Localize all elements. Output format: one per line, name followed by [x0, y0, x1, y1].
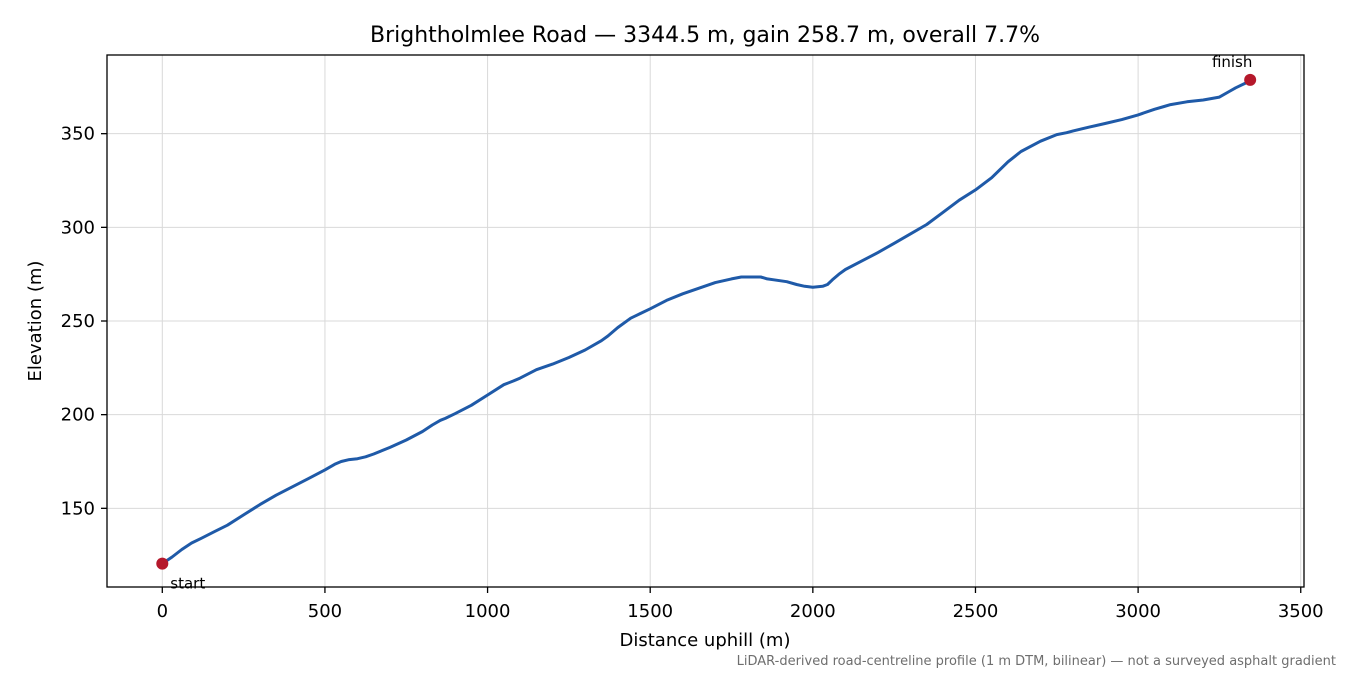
y-tick-label: 350 — [61, 124, 95, 145]
y-axis-label: Elevation (m) — [25, 261, 46, 382]
series-layer — [160, 78, 1252, 566]
x-tick-label: 500 — [308, 601, 342, 622]
grid — [107, 55, 1304, 587]
x-tick-label: 2500 — [953, 601, 999, 622]
y-tick-label: 300 — [61, 217, 95, 238]
elevation-profile-line — [160, 78, 1252, 566]
marker-layer: start finish — [156, 53, 1257, 593]
x-axis-label: Distance uphill (m) — [620, 630, 791, 651]
x-tick-label: 3500 — [1278, 601, 1324, 622]
axis-ticks: 0 500 1000 1500 2000 2500 3000 3500 150 200 250 300… — [61, 124, 1324, 622]
start-marker — [156, 557, 169, 570]
chart-title: Brightholmlee Road — 3344.5 m, gain 258.… — [370, 23, 1040, 48]
footnote: LiDAR-derived road-centreline profile (1… — [737, 654, 1336, 669]
x-tick-label: 1000 — [465, 601, 511, 622]
x-tick-label: 0 — [157, 601, 168, 622]
x-tick-label: 2000 — [790, 601, 836, 622]
finish-marker — [1244, 73, 1257, 86]
x-tick-label: 1500 — [627, 601, 673, 622]
start-label: start — [170, 575, 205, 593]
y-tick-label: 250 — [61, 311, 95, 332]
finish-label: finish — [1212, 53, 1252, 71]
y-tick-label: 150 — [61, 498, 95, 519]
x-tick-label: 3000 — [1115, 601, 1161, 622]
y-tick-label: 200 — [61, 405, 95, 426]
